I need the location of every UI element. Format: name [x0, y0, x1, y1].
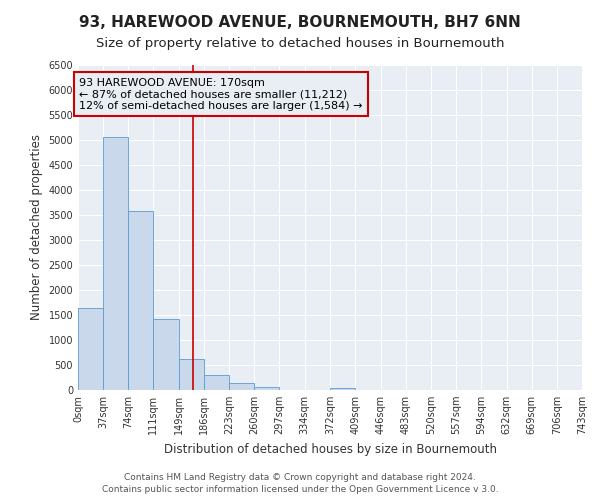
Bar — [254, 386, 280, 390]
Bar — [128, 211, 153, 390]
Bar — [204, 375, 229, 390]
Y-axis label: Number of detached properties: Number of detached properties — [30, 134, 43, 320]
Bar — [78, 308, 103, 390]
Text: Contains HM Land Registry data © Crown copyright and database right 2024.
Contai: Contains HM Land Registry data © Crown c… — [101, 472, 499, 494]
Bar — [103, 136, 128, 390]
X-axis label: Distribution of detached houses by size in Bournemouth: Distribution of detached houses by size … — [163, 442, 497, 456]
Bar — [179, 359, 204, 390]
Bar — [153, 318, 179, 390]
Bar — [331, 388, 355, 390]
Text: Size of property relative to detached houses in Bournemouth: Size of property relative to detached ho… — [96, 38, 504, 51]
Bar — [229, 382, 254, 390]
Text: 93 HAREWOOD AVENUE: 170sqm
← 87% of detached houses are smaller (11,212)
12% of : 93 HAREWOOD AVENUE: 170sqm ← 87% of deta… — [79, 78, 363, 110]
Text: 93, HAREWOOD AVENUE, BOURNEMOUTH, BH7 6NN: 93, HAREWOOD AVENUE, BOURNEMOUTH, BH7 6N… — [79, 15, 521, 30]
